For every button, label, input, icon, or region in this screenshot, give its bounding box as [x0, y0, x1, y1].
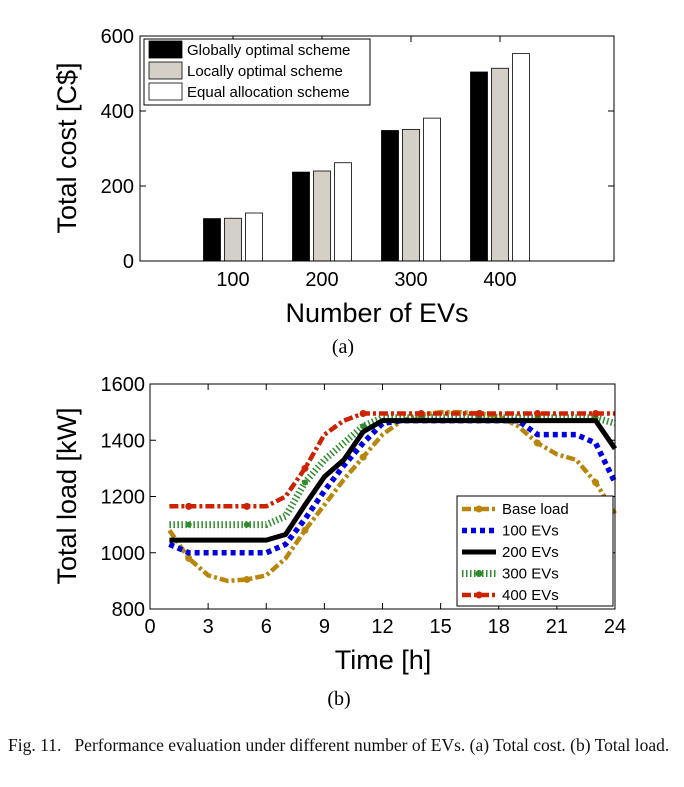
x-tick-label-a: 400: [483, 269, 516, 291]
x-axis-label-a: Number of EVs: [285, 298, 468, 328]
legend-marker-b: [475, 505, 483, 513]
y-axis-label-a: Total cost [C$]: [52, 62, 82, 233]
series-line-200-evs: [169, 418, 618, 543]
bar-locally-optimal-scheme: [491, 67, 509, 262]
figure-caption: Fig. 11. Performance evaluation under di…: [8, 733, 680, 757]
series-marker: [534, 439, 541, 447]
legend-label-b: 100 EVs: [502, 523, 559, 540]
line-chart-total-load: 800 1000 1200 1400 1600 0 3 6 9 12 15 18 21 24 Total…: [52, 374, 626, 710]
x-tick-label-b: 18: [488, 616, 510, 638]
series-line-100-evs: [168, 417, 618, 556]
y-tick-label-a: 200: [101, 176, 134, 198]
caption-text: Performance evaluation under different n…: [74, 735, 670, 755]
x-tick-label-b: 21: [546, 616, 568, 638]
series-marker: [301, 464, 309, 472]
bar-locally-optimal-scheme: [224, 217, 242, 262]
series-marker: [185, 554, 193, 562]
legend-swatch-a: [148, 82, 183, 101]
x-tick-label-a: 200: [305, 269, 338, 291]
panel-label-a: (a): [332, 336, 354, 358]
plot-frame-b: [149, 383, 616, 610]
y-tick-label-b: 800: [112, 599, 145, 621]
legend-label-b: 300 EVs: [502, 566, 559, 583]
bar-globally-optimal-scheme: [381, 130, 399, 262]
bar-equal-allocation-scheme: [512, 53, 530, 262]
legend-label-b: 400 EVs: [502, 587, 559, 604]
x-tick-label-b: 9: [319, 616, 330, 638]
bar-globally-optimal-scheme: [203, 218, 221, 262]
series-marker: [592, 410, 600, 418]
bar-locally-optimal-scheme: [313, 170, 331, 262]
y-tick-label-a: 400: [101, 101, 134, 123]
x-tick-label-b: 24: [604, 616, 626, 638]
y-tick-label-b: 1200: [101, 487, 146, 509]
legend-marker-b: [475, 591, 483, 599]
series-marker: [185, 502, 193, 510]
x-tick-label-b: 12: [371, 616, 393, 638]
series-marker: [359, 453, 367, 461]
x-tick-label-a: 300: [394, 269, 427, 291]
series-marker: [243, 521, 250, 528]
bar-equal-allocation-scheme: [423, 117, 441, 262]
series-marker: [360, 423, 367, 430]
legend-marker-b: [475, 570, 483, 577]
x-tick-label-b: 0: [144, 616, 155, 638]
series-marker: [592, 478, 600, 486]
caption-prefix: Fig. 11.: [8, 735, 62, 755]
series-marker: [302, 479, 308, 486]
x-tick-label-a: 100: [216, 269, 249, 291]
series-marker: [301, 526, 309, 534]
bar-globally-optimal-scheme: [470, 71, 488, 262]
bar-equal-allocation-scheme: [334, 162, 352, 262]
legend-b: Base load 100 EVs 200 EVs 300 EVs 400 EVs: [456, 495, 614, 607]
series-marker: [243, 575, 251, 583]
y-tick-label-b: 1400: [101, 430, 146, 452]
series-marker: [359, 410, 367, 418]
legend-swatch-a: [148, 40, 183, 59]
bar-globally-optimal-scheme: [292, 171, 310, 262]
x-axis-label-b: Time [h]: [335, 645, 432, 675]
x-tick-label-b: 6: [261, 616, 272, 638]
bar-equal-allocation-scheme: [245, 212, 263, 262]
series-marker: [475, 410, 483, 418]
y-tick-label-a: 600: [101, 26, 134, 48]
legend-label-a: Equal allocation scheme: [187, 84, 350, 101]
legend-label-a: Globally optimal scheme: [187, 42, 350, 59]
panel-label-b: (b): [327, 688, 350, 710]
legend-label-b: 200 EVs: [502, 544, 559, 561]
y-tick-label-a: 0: [123, 251, 134, 273]
x-tick-label-b: 15: [430, 616, 452, 638]
plot-frame-a: [139, 35, 615, 262]
y-tick-label-b: 1000: [101, 543, 146, 565]
series-line-300-evs: [169, 414, 616, 529]
y-tick-label-b: 1600: [101, 374, 146, 396]
series-marker: [534, 410, 541, 418]
series-marker: [417, 410, 425, 418]
bar-locally-optimal-scheme: [402, 128, 420, 262]
y-axis-label-b: Total load [kW]: [52, 407, 82, 584]
series-marker: [185, 521, 192, 528]
x-tick-label-b: 3: [203, 616, 214, 638]
legend-a: Globally optimal scheme Locally optimal s…: [143, 38, 371, 106]
legend-label-a: Locally optimal scheme: [187, 63, 343, 80]
legend-swatch-a: [148, 61, 183, 80]
legend-label-b: Base load: [502, 501, 569, 518]
series-marker: [243, 502, 251, 510]
